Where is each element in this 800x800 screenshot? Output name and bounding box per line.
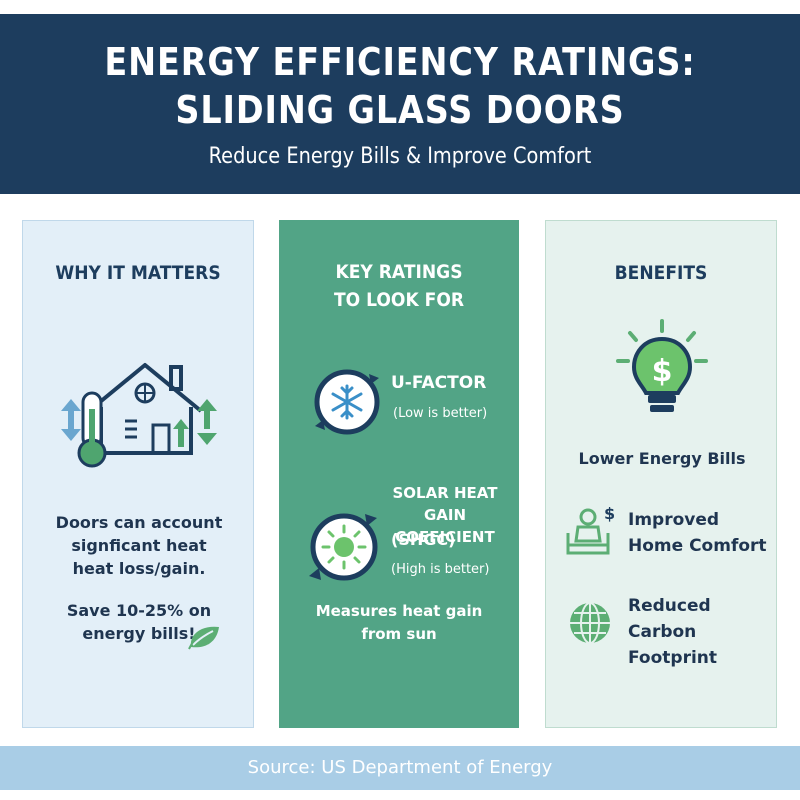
snowflake-icon xyxy=(314,369,380,435)
ratings-title-line-1: KEY RATINGS xyxy=(335,261,463,283)
shgc-line-2: GAIN COEFICIENT xyxy=(395,506,495,546)
why-text-2-line-1: Save 10-25% on xyxy=(66,601,212,620)
person-armchair-icon: $ xyxy=(566,504,615,555)
globe-icon xyxy=(570,602,610,644)
benefits-panel: BENEFITS $ Lower Energy Bills $ Improved… xyxy=(545,220,777,728)
benefit-carbon: Reduced Carbon Footprint xyxy=(628,593,776,671)
benefit-comfort-line-2: Home Comfort xyxy=(628,536,767,556)
why-text-2: Save 10-25% on energy bills! xyxy=(23,599,255,645)
benefit-carbon-line-1: Reduced xyxy=(628,596,711,616)
title-line-1: ENERGY EFFICIENCY RATINGS: xyxy=(104,40,696,84)
svg-text:$: $ xyxy=(652,354,673,389)
benefit-carbon-line-2: Carbon Footprint xyxy=(628,622,718,668)
page-title: ENERGY EFFICIENCY RATINGS: SLIDING GLASS… xyxy=(48,38,752,134)
why-text-1-line-3: heat loss/gain. xyxy=(72,559,206,578)
svg-text:$: $ xyxy=(604,504,615,523)
measures-text: Measures heat gain from sun xyxy=(279,600,519,646)
why-text-2-line-2: energy bills! xyxy=(82,624,196,643)
page-subtitle: Reduce Energy Bills & Improve Comfort xyxy=(208,144,592,169)
header-banner: ENERGY EFFICIENCY RATINGS: SLIDING GLASS… xyxy=(0,14,800,194)
ufactor-label: U-FACTOR xyxy=(391,373,487,393)
measures-line-2: from sun xyxy=(361,625,437,643)
benefit-lower-bills: Lower Energy Bills xyxy=(578,449,746,468)
why-text-1-line-2: signficant heat xyxy=(71,536,207,555)
shgc-label: SOLAR HEAT GAIN COEFICIENT xyxy=(375,482,515,548)
source-footer: Source: US Department of Energy xyxy=(0,746,800,790)
house-thermometer-icon xyxy=(61,363,217,468)
ufactor-note: (Low is better) xyxy=(393,406,488,421)
why-text-1: Doors can account signficant heat heat l… xyxy=(23,511,255,580)
benefits-title: BENEFITS xyxy=(614,262,708,284)
why-it-matters-panel: WHY IT MATTERS xyxy=(22,220,254,728)
ratings-title-line-2: TO LOOK FOR xyxy=(333,289,465,311)
shgc-abbrev: (SHGC) xyxy=(391,530,456,549)
why-text-1-line-1: Doors can account xyxy=(55,513,223,532)
measures-line-1: Measures heat gain xyxy=(315,602,483,620)
ratings-title: KEY RATINGS TO LOOK FOR xyxy=(291,258,507,314)
benefit-comfort-line-1: Improved xyxy=(628,510,720,530)
why-title: WHY IT MATTERS xyxy=(55,262,221,284)
sun-cycle-icon xyxy=(309,513,378,581)
title-line-2: SLIDING GLASS DOORS xyxy=(175,88,625,132)
shgc-note: (High is better) xyxy=(391,562,490,577)
lightbulb-dollar-icon: $ xyxy=(616,319,708,412)
leaf-icon xyxy=(188,626,219,650)
benefit-comfort: Improved Home Comfort xyxy=(628,507,767,559)
shgc-line-1: SOLAR HEAT xyxy=(392,484,498,502)
key-ratings-panel: KEY RATINGS TO LOOK FOR U-FACTOR (Low is… xyxy=(279,220,519,728)
